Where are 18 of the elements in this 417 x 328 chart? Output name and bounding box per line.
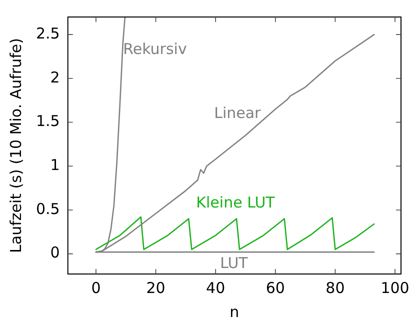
series-label: Rekursiv [123, 40, 187, 58]
series-label: Linear [214, 104, 262, 122]
y-axis-title: Laufzeit (s) (10 Mio. Aufrufe) [6, 38, 25, 253]
y-tick-label: 2.5 [36, 24, 60, 42]
series-label: Kleine LUT [196, 193, 276, 212]
y-tick-label: 0.5 [36, 200, 60, 218]
x-tick-label: 40 [206, 278, 226, 297]
x-axis-title: n [230, 302, 240, 321]
y-tick-label: 1.5 [36, 112, 60, 130]
x-tick-label: 0 [91, 278, 101, 297]
y-tick-label: 0 [50, 244, 60, 262]
x-tick-label: 20 [146, 278, 166, 297]
y-tick-label: 2 [50, 68, 60, 86]
x-tick-label: 80 [326, 278, 345, 297]
x-tick-label: 100 [380, 278, 410, 297]
y-tick-label: 1 [50, 156, 60, 174]
x-tick-label: 60 [266, 278, 285, 297]
series-label: LUT [220, 254, 249, 272]
